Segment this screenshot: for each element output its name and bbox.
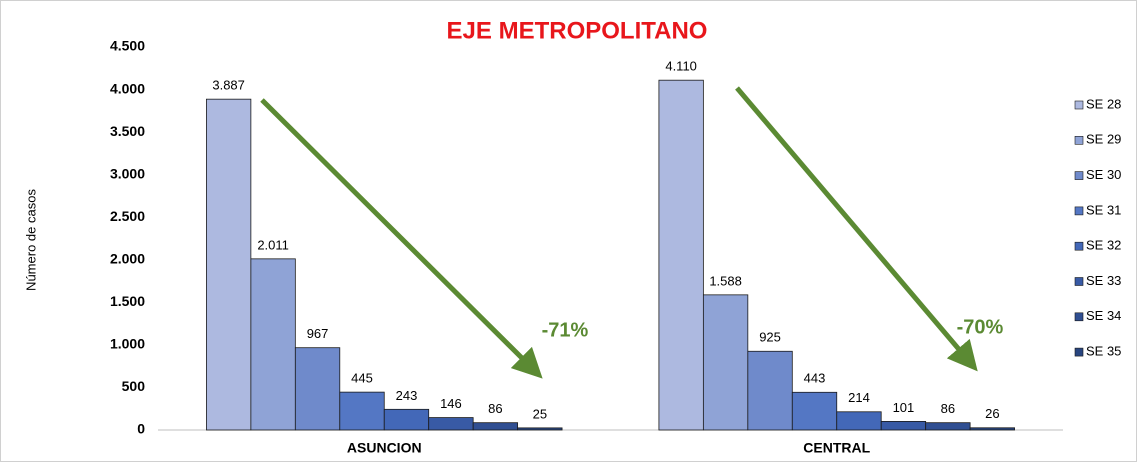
bar — [658, 79, 704, 431]
legend-swatch — [1074, 100, 1084, 110]
bar — [472, 422, 519, 431]
annotation: -71% — [542, 319, 589, 341]
y-tick-label: 3.000 — [110, 165, 145, 181]
data-label: 1.588 — [709, 273, 742, 288]
y-tick-label: 1.000 — [110, 336, 145, 352]
trend-arrow — [260, 98, 543, 379]
legend-label: SE 34 — [1086, 308, 1121, 323]
bar — [969, 427, 1015, 431]
x-tick-label: ASUNCION — [347, 440, 422, 456]
y-tick-label: 500 — [122, 378, 146, 394]
bar — [702, 294, 749, 431]
bar — [880, 421, 927, 431]
bar — [428, 417, 474, 431]
legend-label: SE 31 — [1086, 202, 1121, 217]
legend-swatch — [1074, 171, 1084, 180]
legend-swatch — [1074, 136, 1084, 145]
trend-arrow — [735, 86, 978, 372]
chart-title: EJE METROPOLITANO — [447, 17, 708, 44]
data-label: 214 — [848, 390, 870, 405]
x-tick-label: CENTRAL — [803, 440, 870, 456]
y-tick-label: 2.500 — [110, 208, 145, 224]
data-label: 86 — [941, 401, 955, 416]
bar — [250, 258, 296, 431]
data-label: 967 — [307, 326, 329, 341]
bar — [925, 422, 971, 431]
data-label: 101 — [893, 400, 915, 415]
data-label: 4.110 — [665, 59, 697, 74]
legend-swatch — [1074, 206, 1084, 216]
y-tick-label: 1.500 — [110, 293, 145, 309]
y-tick-label: 4.000 — [110, 80, 145, 96]
bar — [206, 98, 252, 431]
legend-label: SE 30 — [1086, 167, 1121, 182]
y-tick-label: 3.500 — [110, 123, 145, 139]
y-tick-label: 2.000 — [110, 250, 145, 266]
data-label: 443 — [804, 371, 826, 386]
y-axis-label: Número de casos — [23, 189, 38, 291]
data-label: 25 — [533, 406, 547, 421]
bar — [836, 411, 882, 431]
bar — [383, 408, 430, 431]
legend-label: SE 35 — [1086, 344, 1121, 359]
data-label: 2.011 — [257, 237, 289, 252]
data-label: 243 — [396, 388, 418, 403]
legend-swatch — [1074, 277, 1084, 286]
legend-label: SE 29 — [1086, 132, 1121, 147]
annotation: -70% — [957, 316, 1004, 338]
data-label: 445 — [351, 371, 373, 386]
y-tick-label: 0 — [137, 421, 145, 437]
legend-label: SE 32 — [1086, 238, 1121, 253]
data-label: 26 — [985, 406, 999, 421]
legend-label: SE 28 — [1086, 96, 1121, 111]
data-label: 3.887 — [212, 78, 245, 93]
data-label: 925 — [759, 330, 781, 345]
bar — [747, 350, 793, 431]
data-label: 146 — [440, 396, 462, 411]
bar — [294, 347, 341, 431]
bar — [791, 391, 838, 431]
legend-swatch — [1074, 347, 1084, 357]
bar — [517, 427, 563, 431]
y-tick-label: 4.500 — [110, 38, 145, 54]
legend-swatch — [1074, 312, 1084, 322]
bar — [339, 391, 385, 431]
legend-swatch — [1074, 241, 1084, 251]
legend-label: SE 33 — [1086, 273, 1121, 288]
data-label: 86 — [488, 401, 502, 416]
